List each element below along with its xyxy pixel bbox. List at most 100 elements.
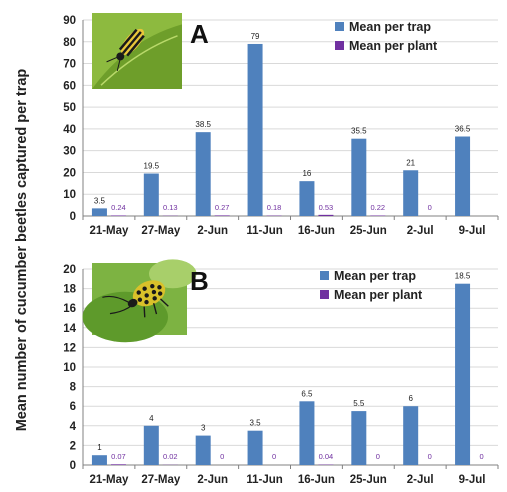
y-tick-label: 0	[70, 460, 76, 472]
legend-swatch	[335, 41, 344, 50]
striped-beetle	[106, 28, 145, 72]
beetle-stripe	[121, 31, 142, 55]
x-tick-label: 27-May	[141, 474, 181, 486]
data-label-trap: 19.5	[144, 162, 160, 171]
bar-mean-per-trap	[299, 181, 315, 216]
data-label-plant: 0	[220, 452, 224, 461]
spotted-cucumber-beetle-photo	[82, 259, 197, 343]
data-label-plant: 0	[376, 452, 380, 461]
beetle-spot	[144, 299, 149, 305]
y-tick-label: 12	[63, 342, 76, 354]
x-tick-label: 25-Jun	[350, 225, 387, 237]
bar-mean-per-trap	[351, 138, 367, 216]
data-label-trap: 6.5	[301, 389, 313, 398]
y-tick-label: 60	[63, 80, 76, 92]
bar-mean-per-plant	[318, 214, 334, 216]
y-tick-label: 70	[63, 59, 76, 71]
y-tick-label: 6	[70, 401, 76, 413]
bar-mean-per-trap	[247, 430, 263, 465]
bar-mean-per-trap	[455, 283, 471, 465]
beetle-antenna	[106, 56, 118, 63]
beetle-stripe	[126, 34, 145, 57]
beetle-head	[116, 52, 125, 61]
y-tick-label: 0	[70, 211, 76, 223]
data-label-plant: 0	[479, 452, 483, 461]
panel-letter: A	[190, 19, 209, 49]
legend-swatch	[320, 271, 329, 280]
x-tick-label: 16-Jun	[298, 225, 335, 237]
leaf-highlight	[149, 259, 197, 289]
legend-swatch	[320, 290, 329, 299]
chart-panel-a: 0 10 20 30 40 50 60 70 80 90 3.5 0.24 21-May 19.5 0.13…	[63, 13, 499, 237]
x-tick-label: 11-Jun	[246, 225, 282, 237]
data-label-trap: 18.5	[455, 272, 471, 281]
y-tick-label: 50	[63, 102, 76, 114]
y-tick-label: 18	[63, 284, 76, 296]
data-label-trap: 79	[251, 32, 260, 41]
data-label-plant: 0.07	[111, 452, 126, 461]
y-tick-label: 10	[63, 362, 76, 374]
beetle-spot	[157, 291, 163, 296]
data-label-plant: 0	[428, 203, 432, 212]
legend: Mean per trap Mean per plant	[335, 20, 438, 53]
data-label-plant: 0.13	[163, 203, 178, 212]
y-tick-label: 80	[63, 37, 76, 49]
bar-mean-per-trap	[455, 136, 471, 216]
legend-label: Mean per trap	[334, 269, 416, 283]
bar-mean-per-trap	[143, 173, 159, 216]
y-tick-label: 20	[63, 264, 76, 276]
x-tick-label: 2-Jun	[197, 474, 228, 486]
beetle-antenna	[116, 59, 121, 72]
y-tick-label: 90	[63, 15, 76, 27]
data-label-trap: 36.5	[455, 125, 471, 134]
panel-letter: B	[190, 266, 209, 296]
legend-label: Mean per plant	[334, 288, 423, 302]
data-label-trap: 35.5	[351, 127, 367, 136]
beetle-antenna	[102, 295, 130, 304]
y-tick-label: 2	[70, 440, 76, 452]
data-label-trap: 21	[406, 158, 415, 167]
bar-mean-per-trap	[195, 435, 211, 465]
beetle-head	[127, 298, 138, 308]
bar-mean-per-plant	[110, 215, 126, 216]
x-tick-label: 21-May	[89, 225, 129, 237]
data-label-plant: 0.18	[267, 203, 282, 212]
beetle-spot	[144, 293, 149, 298]
x-tick-label: 27-May	[141, 225, 181, 237]
x-tick-label: 11-Jun	[246, 474, 282, 486]
y-tick-label: 10	[63, 189, 76, 201]
data-label-trap: 3.5	[94, 196, 106, 205]
x-tick-label: 2-Jul	[407, 225, 434, 237]
data-label-trap: 38.5	[195, 120, 211, 129]
data-label-plant: 0.27	[215, 203, 230, 212]
beetle-stripe	[118, 28, 138, 51]
bar-mean-per-trap	[351, 411, 367, 465]
beetle-spot	[142, 286, 147, 291]
x-tick-label: 16-Jun	[298, 474, 335, 486]
beetle-spot	[151, 289, 157, 295]
data-label-trap: 5.5	[353, 399, 365, 408]
beetle-antenna	[109, 305, 132, 315]
y-tick-label: 8	[70, 382, 77, 394]
x-tick-label: 9-Jul	[459, 474, 486, 486]
beetle-spot	[137, 297, 143, 302]
x-tick-label: 2-Jun	[197, 225, 228, 237]
bar-mean-per-plant	[214, 215, 230, 216]
y-tick-label: 16	[63, 303, 76, 315]
bar-mean-per-trap	[195, 132, 211, 216]
beetle-leg	[159, 298, 169, 307]
chart-panel-b: 0 2 4 6 8 10 12 14 16 18 20 1 0.07 21-May 4 0.02 27-May 3…	[63, 259, 499, 486]
data-label-plant: 0.04	[319, 452, 334, 461]
bar-mean-per-plant	[110, 464, 126, 465]
data-label-trap: 3.5	[250, 419, 262, 428]
bar-mean-per-trap	[91, 208, 107, 216]
bar-mean-per-trap	[247, 43, 263, 217]
beetle-spot	[157, 285, 162, 290]
striped-cucumber-beetle-photo	[92, 13, 182, 89]
bar-mean-per-trap	[403, 406, 419, 465]
x-tick-label: 2-Jul	[407, 474, 434, 486]
data-label-trap: 4	[149, 414, 154, 423]
data-label-trap: 16	[302, 169, 311, 178]
bar-mean-per-trap	[91, 455, 107, 465]
